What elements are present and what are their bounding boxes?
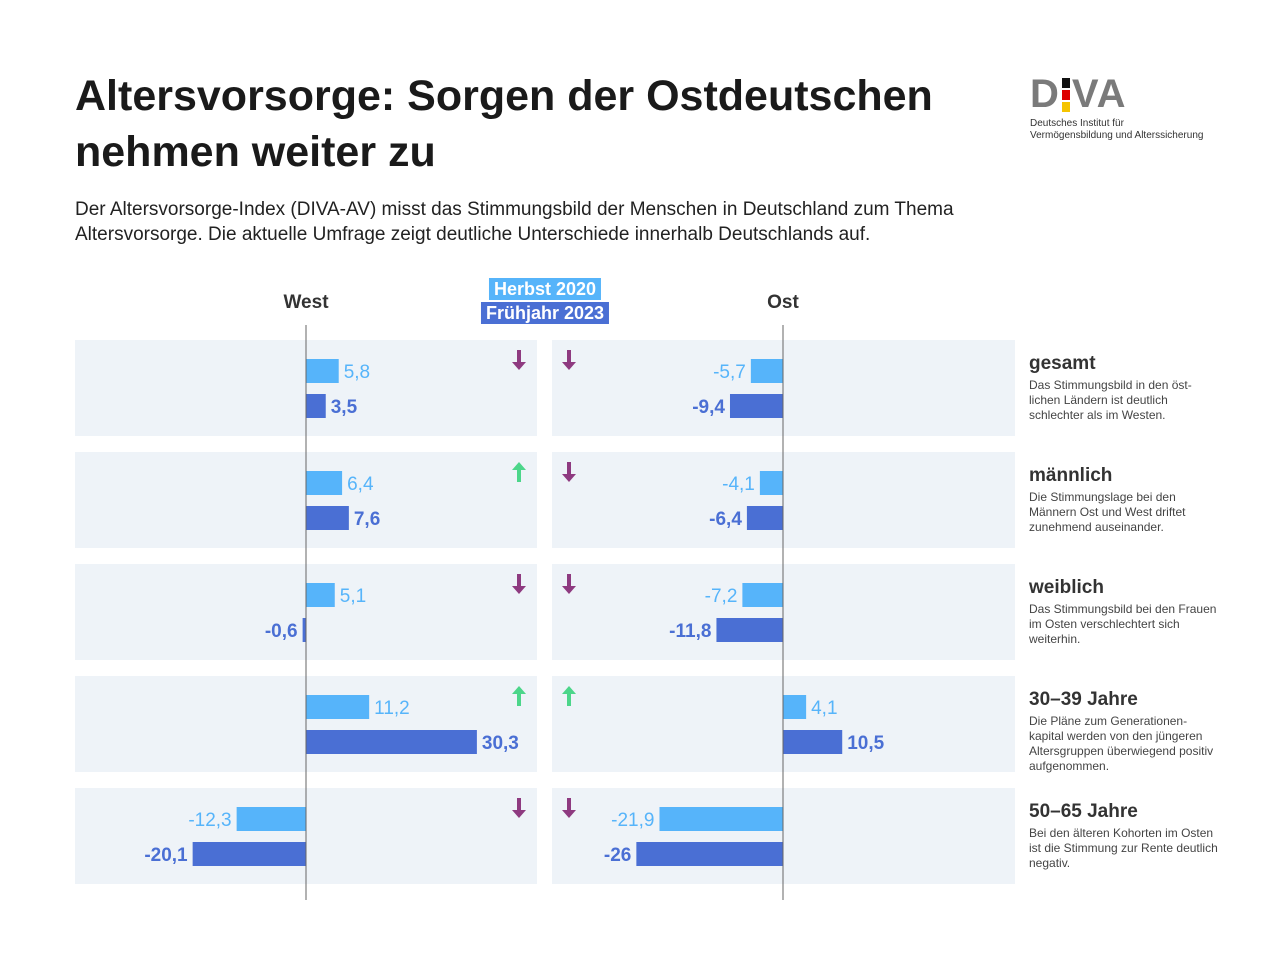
west-trend-arrow-0 — [512, 350, 526, 370]
trend-up-arrow-icon — [562, 686, 576, 706]
ost-bar-fruehjahr-2023 — [746, 506, 783, 530]
trend-down-arrow-icon — [562, 574, 576, 594]
category-description: männlich Die Stimmungslage bei den Männer… — [1029, 464, 1219, 535]
west-bar-herbst-2020 — [306, 583, 335, 607]
west-value-label: 7,6 — [354, 509, 380, 530]
category-title: 30–39 Jahre — [1029, 689, 1138, 710]
ost-header: Ost — [767, 292, 799, 313]
west-value-label: 30,3 — [482, 733, 519, 754]
category-title: gesamt — [1029, 353, 1096, 374]
west-value-label: -20,1 — [144, 845, 188, 866]
category-description: 50–65 Jahre Bei den älteren Kohorten im O… — [1029, 800, 1219, 871]
west-trend-arrow-4 — [512, 798, 526, 818]
west-trend-arrow-1 — [512, 462, 526, 482]
ost-trend-arrow-0 — [562, 350, 576, 370]
west-trend-arrow-2 — [512, 574, 526, 594]
trend-down-arrow-icon — [512, 350, 526, 370]
trend-down-arrow-icon — [562, 350, 576, 370]
ost-bar-herbst-2020 — [759, 471, 783, 495]
category-text: Das Stimmungsbild in den öst-lichen Länd… — [1029, 378, 1192, 422]
west-bar-herbst-2020 — [306, 695, 370, 719]
trend-up-arrow-icon — [512, 686, 526, 706]
ost-value-label: -5,7 — [713, 362, 746, 383]
ost-bar-fruehjahr-2023 — [729, 394, 783, 418]
west-value-label: 3,5 — [331, 397, 358, 418]
category-title: 50–65 Jahre — [1029, 801, 1138, 822]
ost-trend-arrow-1 — [562, 462, 576, 482]
category-title: weiblich — [1029, 577, 1104, 598]
west-bar-fruehjahr-2023 — [302, 618, 306, 642]
category-text: Bei den älteren Kohorten im Osten ist di… — [1029, 826, 1218, 870]
legend-herbst-2020: Herbst 2020 — [488, 278, 602, 300]
logo-mark: D VA — [1030, 72, 1127, 116]
west-header: West — [283, 292, 329, 313]
ost-bar-herbst-2020 — [783, 695, 807, 719]
ost-bar-herbst-2020 — [659, 807, 783, 831]
ost-bar-herbst-2020 — [742, 583, 783, 607]
west-bar-fruehjahr-2023 — [306, 730, 477, 754]
ost-value-label: 10,5 — [847, 733, 884, 754]
trend-down-arrow-icon — [512, 798, 526, 818]
ost-value-label: -4,1 — [722, 474, 755, 495]
west-bar-herbst-2020 — [306, 359, 339, 383]
ost-value-label: -21,9 — [611, 810, 654, 831]
logo-line2: Vermögensbildung und Alterssicherung — [1030, 130, 1204, 141]
west-bar-herbst-2020 — [236, 807, 306, 831]
trend-down-arrow-icon — [562, 798, 576, 818]
category-description: weiblich Das Stimmungsbild bei den Frauen… — [1029, 576, 1219, 647]
ost-trend-arrow-4 — [562, 798, 576, 818]
logo-line1: Deutsches Institut für — [1030, 118, 1124, 129]
ost-bar-fruehjahr-2023 — [716, 618, 783, 642]
trend-down-arrow-icon — [562, 462, 576, 482]
ost-bar-fruehjahr-2023 — [783, 730, 843, 754]
west-bar-fruehjahr-2023 — [306, 394, 326, 418]
west-value-label: 11,2 — [374, 698, 410, 719]
west-trend-arrow-3 — [512, 686, 526, 706]
page-title: Altersvorsorge: Sorgen der Ostdeutschen … — [75, 72, 933, 176]
ost-value-label: -7,2 — [705, 586, 738, 607]
ost-trend-arrow-3 — [562, 686, 576, 706]
category-description: gesamt Das Stimmungsbild in den öst-liche… — [1029, 352, 1219, 423]
legend-fruehjahr-2023: Frühjahr 2023 — [480, 302, 610, 324]
legend: Herbst 2020 Frühjahr 2023 — [480, 278, 610, 324]
ost-value-label: 4,1 — [811, 698, 837, 719]
west-bar-herbst-2020 — [306, 471, 343, 495]
category-text: Die Pläne zum Generationen-kapital werde… — [1029, 714, 1214, 773]
west-value-label: 6,4 — [347, 474, 374, 495]
category-text: Die Stimmungslage bei den Männern Ost un… — [1029, 490, 1186, 534]
ost-value-label: -26 — [604, 845, 631, 866]
diva-logo: D VA Deutsches Institut für Vermögensbildu… — [1030, 72, 1203, 142]
ost-value-label: -9,4 — [692, 397, 725, 418]
west-bar-fruehjahr-2023 — [306, 506, 349, 530]
ost-bar-fruehjahr-2023 — [636, 842, 783, 866]
west-value-label: 5,8 — [344, 362, 370, 383]
category-description: 30–39 Jahre Die Pläne zum Generationen-ka… — [1029, 688, 1219, 774]
trend-down-arrow-icon — [512, 574, 526, 594]
west-bar-fruehjahr-2023 — [192, 842, 306, 866]
west-value-label: -0,6 — [265, 621, 298, 642]
ost-bar-herbst-2020 — [750, 359, 783, 383]
west-value-label: 5,1 — [340, 586, 366, 607]
west-value-label: -12,3 — [188, 810, 231, 831]
category-title: männlich — [1029, 465, 1113, 486]
ost-value-label: -6,4 — [709, 509, 742, 530]
logo-subtitle: Deutsches Institut für Vermögensbildung u… — [1030, 118, 1203, 142]
ost-trend-arrow-2 — [562, 574, 576, 594]
trend-up-arrow-icon — [512, 462, 526, 482]
category-text: Das Stimmungsbild bei den Frauen im Oste… — [1029, 602, 1217, 646]
subtitle: Der Altersvorsorge-Index (DIVA-AV) misst… — [75, 199, 954, 245]
ost-value-label: -11,8 — [669, 621, 711, 642]
